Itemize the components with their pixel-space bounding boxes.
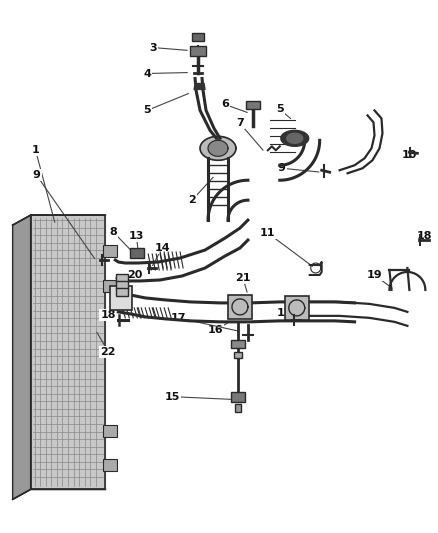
Polygon shape [31,215,106,489]
Bar [103,245,117,257]
Text: 16: 16 [207,325,223,335]
Text: 9: 9 [33,170,41,180]
Text: 9: 9 [278,163,286,173]
Bar [285,296,309,320]
Bar [190,46,206,55]
Bar [103,459,117,472]
Text: 20: 20 [127,270,143,280]
Text: 7: 7 [236,118,244,128]
Text: 14: 14 [154,243,170,253]
Polygon shape [13,215,31,499]
Bar [117,274,128,282]
Bar [103,280,117,292]
Text: 6: 6 [221,100,229,109]
Text: 17: 17 [170,313,186,323]
Text: 21: 21 [235,273,251,283]
Text: 22: 22 [101,347,116,357]
Bar [192,33,204,41]
Text: 4: 4 [143,69,151,78]
Text: 12: 12 [277,308,293,318]
Text: 5: 5 [143,106,151,116]
Text: 10: 10 [402,150,417,160]
Bar [117,288,128,296]
Bar [103,425,117,437]
Text: 5: 5 [276,104,284,115]
Bar [235,403,241,411]
Text: 15: 15 [164,392,180,402]
Text: 18: 18 [101,310,116,320]
Polygon shape [208,140,228,156]
Bar [228,295,252,319]
Polygon shape [281,131,309,146]
Text: 1: 1 [32,146,39,155]
Polygon shape [200,136,236,160]
Text: 18: 18 [417,231,432,241]
Bar [117,281,128,289]
Text: 3: 3 [149,43,157,53]
Bar [246,101,260,109]
Text: 8: 8 [110,227,117,237]
Bar [234,352,242,358]
Text: 2: 2 [188,195,196,205]
Text: 19: 19 [367,270,382,280]
Bar [231,340,245,348]
Bar [130,248,144,258]
Polygon shape [194,84,205,90]
Text: 11: 11 [260,228,276,238]
Bar [231,392,245,402]
Text: 13: 13 [129,231,144,241]
Bar [110,286,132,310]
Polygon shape [287,133,303,143]
